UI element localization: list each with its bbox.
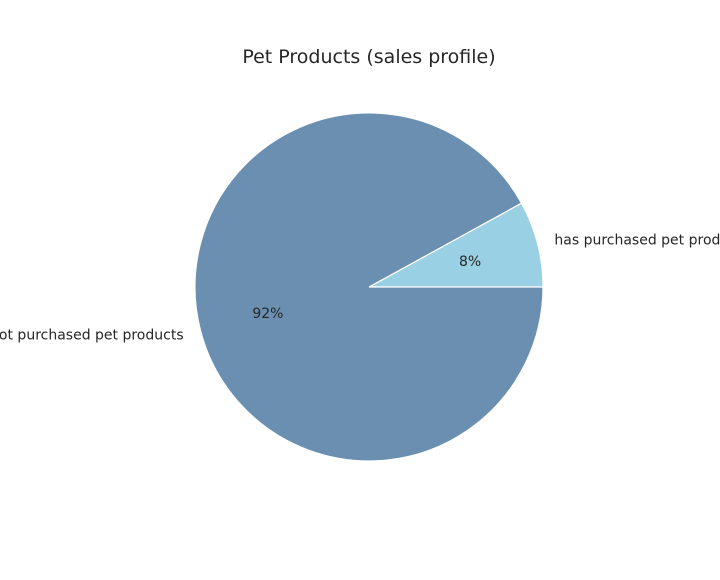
slice-label-0: has purchased pet products [554,232,720,248]
pie-slice-1 [194,112,544,462]
slice-percent-1: 92% [252,306,283,322]
slice-label-1: has not purchased pet products [0,328,184,344]
pie-slices [194,112,544,462]
pie-labels: has purchased pet products 8% has not purc… [0,232,720,343]
chart-title: Pet Products (sales profile) [242,46,495,68]
slice-percent-0: 8% [459,254,481,270]
